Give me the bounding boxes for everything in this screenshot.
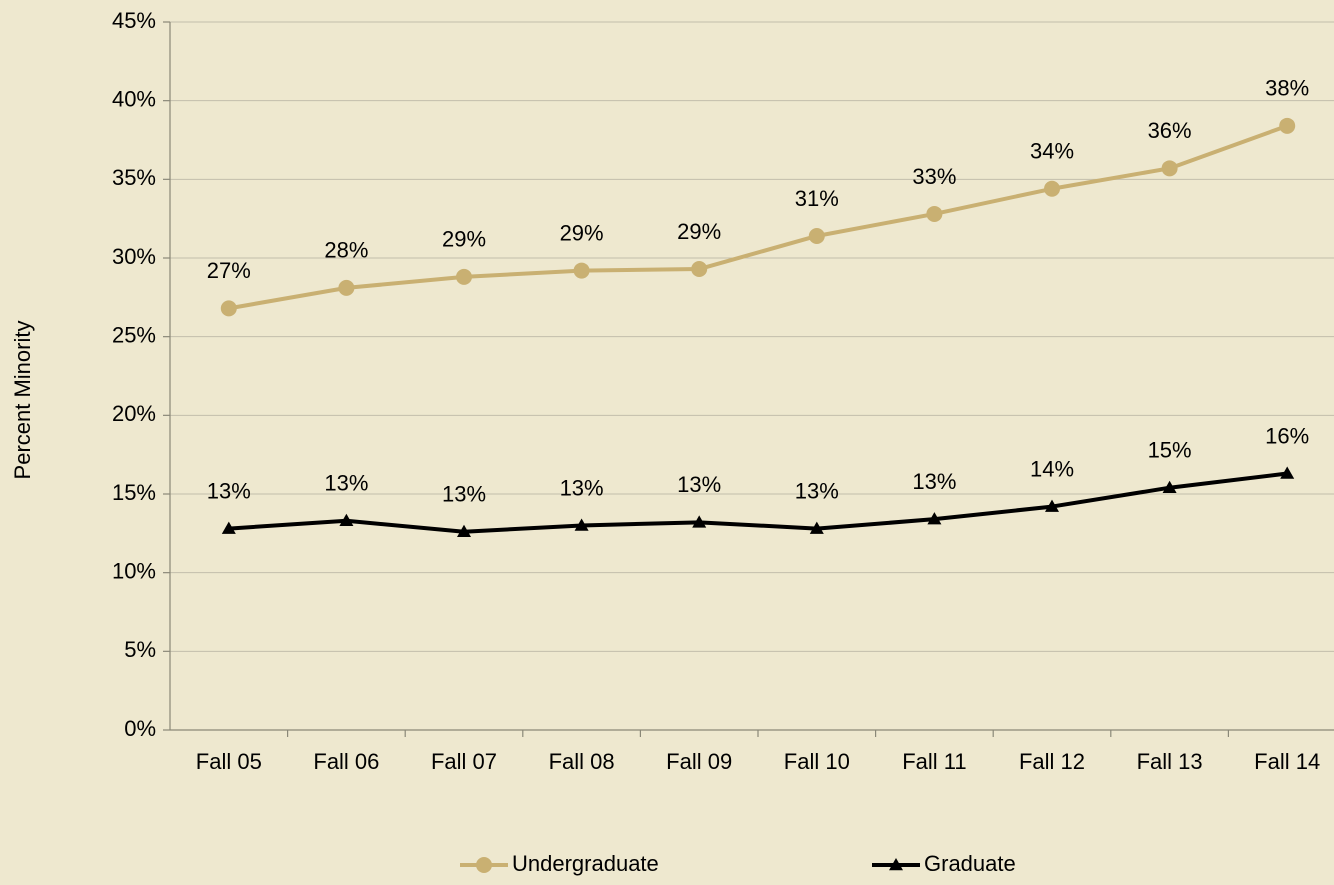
y-tick-label: 45% <box>112 8 156 33</box>
data-point <box>573 262 590 279</box>
x-tick-label: Fall 13 <box>1137 749 1203 774</box>
data-label: 38% <box>1265 76 1309 101</box>
data-point <box>1045 499 1059 512</box>
data-label: 13% <box>912 469 956 494</box>
data-label: 36% <box>1148 118 1192 143</box>
y-tick-label: 15% <box>112 480 156 505</box>
series-line <box>228 123 1288 311</box>
data-label: 14% <box>1030 456 1074 481</box>
data-label: 13% <box>560 475 604 500</box>
legend-label: Undergraduate <box>512 851 659 876</box>
data-label: 16% <box>1265 423 1309 448</box>
y-tick-label: 0% <box>124 716 156 741</box>
series-line <box>228 471 1288 534</box>
data-point <box>1161 160 1178 177</box>
y-tick-label: 30% <box>112 244 156 269</box>
data-point <box>927 512 942 525</box>
y-tick-label: 25% <box>112 322 156 347</box>
x-tick-label: Fall 11 <box>902 749 966 774</box>
x-tick-label: Fall 07 <box>431 749 497 774</box>
data-label: 28% <box>324 238 368 263</box>
x-tick-label: Fall 05 <box>196 749 262 774</box>
data-point <box>926 205 943 222</box>
y-tick-label: 40% <box>112 86 156 111</box>
y-axis-label: Percent Minority <box>10 321 35 480</box>
legend-label: Graduate <box>924 851 1016 876</box>
y-tick-label: 20% <box>112 401 156 426</box>
data-label: 13% <box>324 471 368 496</box>
data-point <box>1162 480 1177 493</box>
x-tick-label: Fall 09 <box>666 749 732 774</box>
data-label: 29% <box>442 227 486 252</box>
data-label: 15% <box>1148 438 1192 463</box>
x-tick-label: Fall 08 <box>549 749 615 774</box>
data-label: 27% <box>207 258 251 283</box>
data-label: 13% <box>207 478 251 503</box>
y-tick-label: 10% <box>112 558 156 583</box>
data-label: 13% <box>442 482 486 507</box>
data-label: 34% <box>1030 139 1074 164</box>
data-label: 31% <box>795 186 839 211</box>
x-tick-label: Fall 12 <box>1019 749 1085 774</box>
y-tick-label: 35% <box>112 165 156 190</box>
y-tick-label: 5% <box>124 637 156 662</box>
data-point <box>456 268 472 285</box>
data-point <box>1279 117 1296 134</box>
data-point <box>574 518 589 531</box>
data-point <box>339 513 354 526</box>
data-point <box>808 227 825 244</box>
data-point <box>691 261 708 278</box>
x-tick-label: Fall 14 <box>1254 749 1320 774</box>
legend-swatch-marker <box>476 857 492 873</box>
data-label: 29% <box>560 220 604 245</box>
data-point <box>338 279 355 296</box>
data-point <box>220 300 237 317</box>
data-point <box>221 521 236 534</box>
data-point <box>809 521 824 534</box>
data-point <box>457 524 471 538</box>
data-point <box>692 515 707 528</box>
data-label: 13% <box>795 478 839 503</box>
data-label: 13% <box>677 472 721 497</box>
data-label: 33% <box>912 164 956 189</box>
x-tick-label: Fall 06 <box>313 749 379 774</box>
data-label: 29% <box>677 219 721 244</box>
x-tick-label: Fall 10 <box>784 749 850 774</box>
data-point <box>1044 180 1060 197</box>
legend-swatch-marker <box>889 858 903 871</box>
data-point <box>1280 466 1295 479</box>
